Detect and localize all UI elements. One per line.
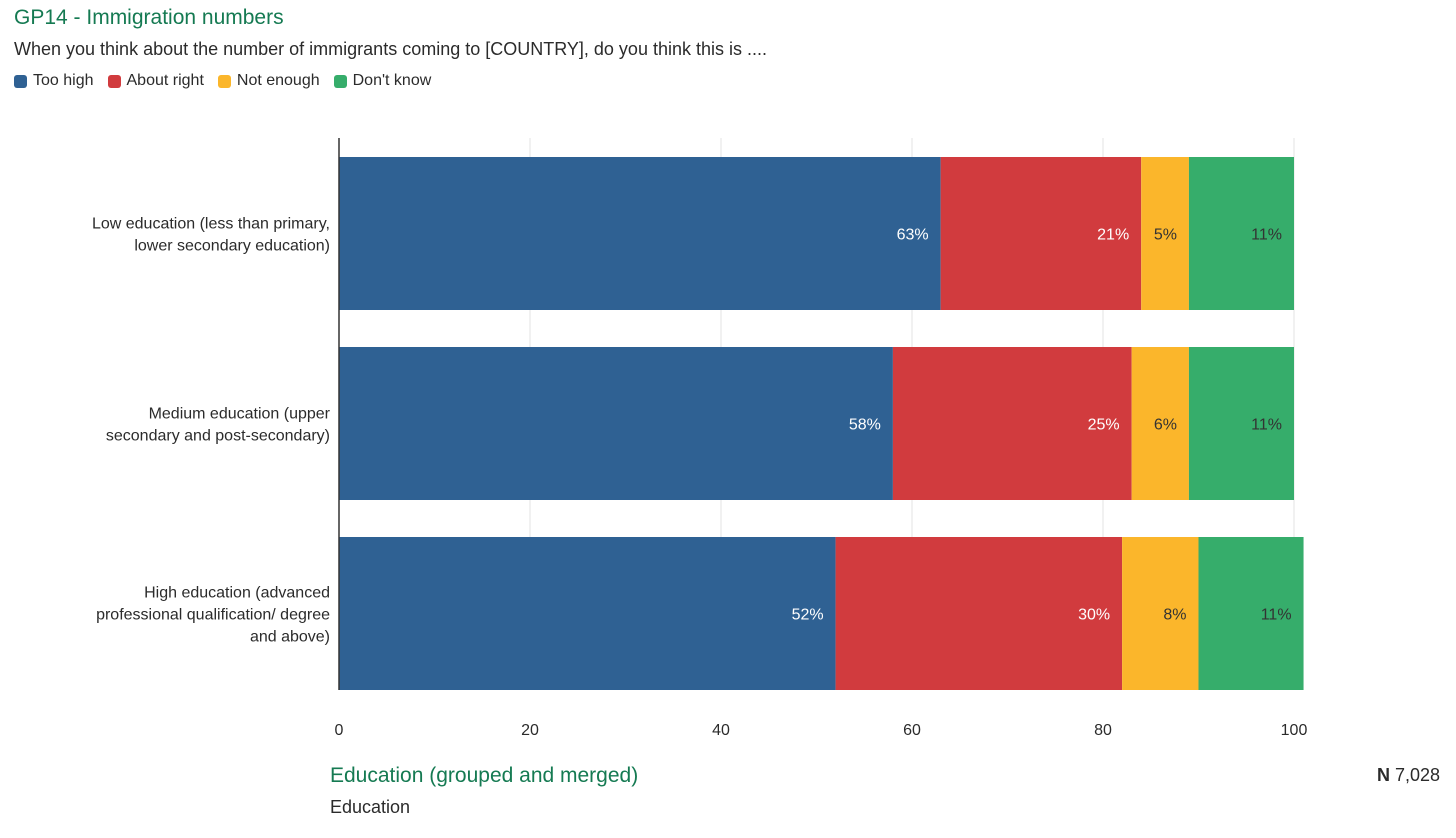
- x-tick-label: 100: [1281, 722, 1308, 739]
- data-label: 6%: [1154, 417, 1177, 434]
- bar-segment: [339, 537, 836, 690]
- data-label: 5%: [1154, 227, 1177, 244]
- data-label: 52%: [792, 607, 824, 624]
- legend-label: Don't know: [352, 72, 432, 89]
- category-label: Low education (less than primary,: [92, 216, 330, 233]
- legend-swatch: [107, 74, 121, 88]
- x-tick-label: 20: [521, 722, 539, 739]
- bar-segment: [835, 537, 1123, 690]
- data-label: 58%: [849, 417, 881, 434]
- bar-segment: [339, 347, 893, 500]
- bar-segment: [892, 347, 1132, 500]
- category-label: and above): [250, 629, 330, 646]
- stacked-bar-chart: 63% 21% 5% 11% Low education (less than prim…: [92, 138, 1308, 739]
- bar-segment: [1141, 157, 1189, 310]
- data-label: 21%: [1097, 227, 1129, 244]
- x-tick-label: 60: [903, 722, 921, 739]
- data-label: 8%: [1163, 607, 1186, 624]
- variable-title: Education (grouped and merged): [330, 764, 639, 787]
- sample-size: N 7,028: [1377, 765, 1440, 786]
- variable-subtitle: Education: [330, 797, 411, 817]
- chart-subtitle: When you think about the number of immig…: [14, 39, 767, 59]
- chart-title: GP14 - Immigration numbers: [14, 6, 284, 29]
- data-label: 11%: [1251, 417, 1282, 434]
- bar-segment: [1131, 347, 1189, 500]
- bar-segment: [1188, 157, 1294, 310]
- category-label: lower secondary education): [134, 238, 330, 255]
- data-label: 11%: [1261, 607, 1292, 624]
- n-value: 7,028: [1394, 765, 1440, 785]
- legend: Too high About right Not enough Don't kn…: [14, 72, 431, 90]
- legend-swatch: [217, 74, 231, 88]
- legend-item-not-enough[interactable]: Not enough: [217, 72, 320, 90]
- legend-label: Not enough: [236, 72, 320, 89]
- category-label: High education (advanced: [144, 585, 330, 602]
- legend-item-dont-know[interactable]: Don't know: [333, 72, 432, 90]
- bar-segment: [339, 157, 941, 310]
- legend-item-too-high[interactable]: Too high: [14, 72, 94, 90]
- x-tick-label: 80: [1094, 722, 1112, 739]
- category-label: professional qualification/ degree: [96, 607, 330, 624]
- data-label: 11%: [1251, 227, 1282, 244]
- x-tick-label: 40: [712, 722, 730, 739]
- data-label: 25%: [1088, 417, 1120, 434]
- data-label: 63%: [897, 227, 929, 244]
- bar-segment: [940, 157, 1142, 310]
- bar-segment: [1198, 537, 1304, 690]
- data-label: 30%: [1078, 607, 1110, 624]
- legend-swatch: [14, 74, 27, 88]
- bar-segment: [1188, 347, 1294, 500]
- legend-label: About right: [126, 72, 204, 89]
- legend-label: Too high: [33, 72, 94, 89]
- bar-segment: [1122, 537, 1199, 690]
- n-prefix: N: [1376, 765, 1390, 785]
- category-label: secondary and post-secondary): [106, 428, 330, 445]
- legend-item-about-right[interactable]: About right: [107, 72, 204, 90]
- category-label: Medium education (upper: [149, 406, 331, 423]
- x-tick-label: 0: [335, 722, 344, 739]
- legend-swatch: [333, 74, 347, 88]
